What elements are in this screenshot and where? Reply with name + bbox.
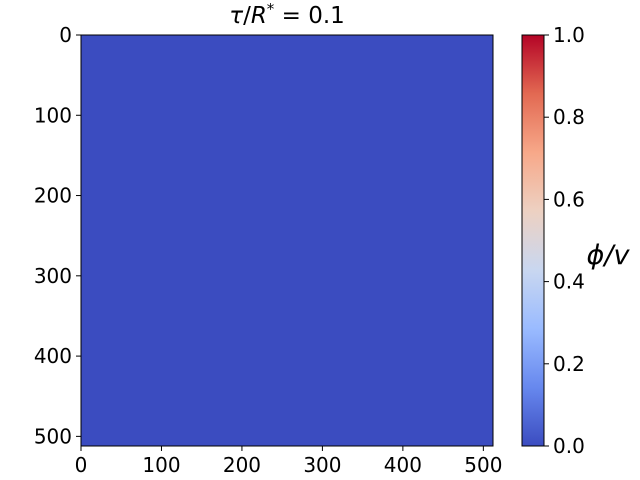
colorbar-tick-label: 1.0 xyxy=(553,23,585,47)
title-value: = 0.1 xyxy=(274,3,344,29)
colorbar-axis: 0.0 0.2 0.4 0.6 0.8 1.0 xyxy=(544,23,585,458)
y-tick-label: 0 xyxy=(59,23,72,47)
title-star: * xyxy=(267,0,275,18)
colorbar-tick-label: 0.4 xyxy=(553,270,585,294)
x-axis: 0 100 200 300 400 500 xyxy=(75,446,502,477)
colorbar-tick-label: 0.0 xyxy=(553,434,585,458)
colorbar-tick-label: 0.6 xyxy=(553,187,585,211)
colorbar-label: ϕ/v xyxy=(587,240,631,271)
y-tick-label: 500 xyxy=(34,424,72,448)
y-tick-label: 300 xyxy=(34,264,72,288)
title-tau: τ xyxy=(229,3,243,29)
title-r: R xyxy=(251,3,267,29)
x-tick-label: 100 xyxy=(142,453,180,477)
x-tick-label: 300 xyxy=(303,453,341,477)
x-tick-label: 500 xyxy=(464,453,502,477)
colorbar-tick-label: 0.8 xyxy=(553,105,585,129)
y-axis: 0 100 200 300 400 500 xyxy=(34,23,81,448)
x-tick-label: 200 xyxy=(223,453,261,477)
title-slash: / xyxy=(243,3,251,29)
chart-title: τ/R* = 0.1 xyxy=(229,0,345,29)
colorbar xyxy=(521,34,545,447)
y-tick-label: 400 xyxy=(34,344,72,368)
heatmap-field xyxy=(80,34,494,447)
x-tick-label: 400 xyxy=(384,453,422,477)
y-tick-label: 100 xyxy=(34,103,72,127)
colorbar-tick-label: 0.2 xyxy=(553,352,585,376)
y-tick-label: 200 xyxy=(34,184,72,208)
x-tick-label: 0 xyxy=(75,453,88,477)
